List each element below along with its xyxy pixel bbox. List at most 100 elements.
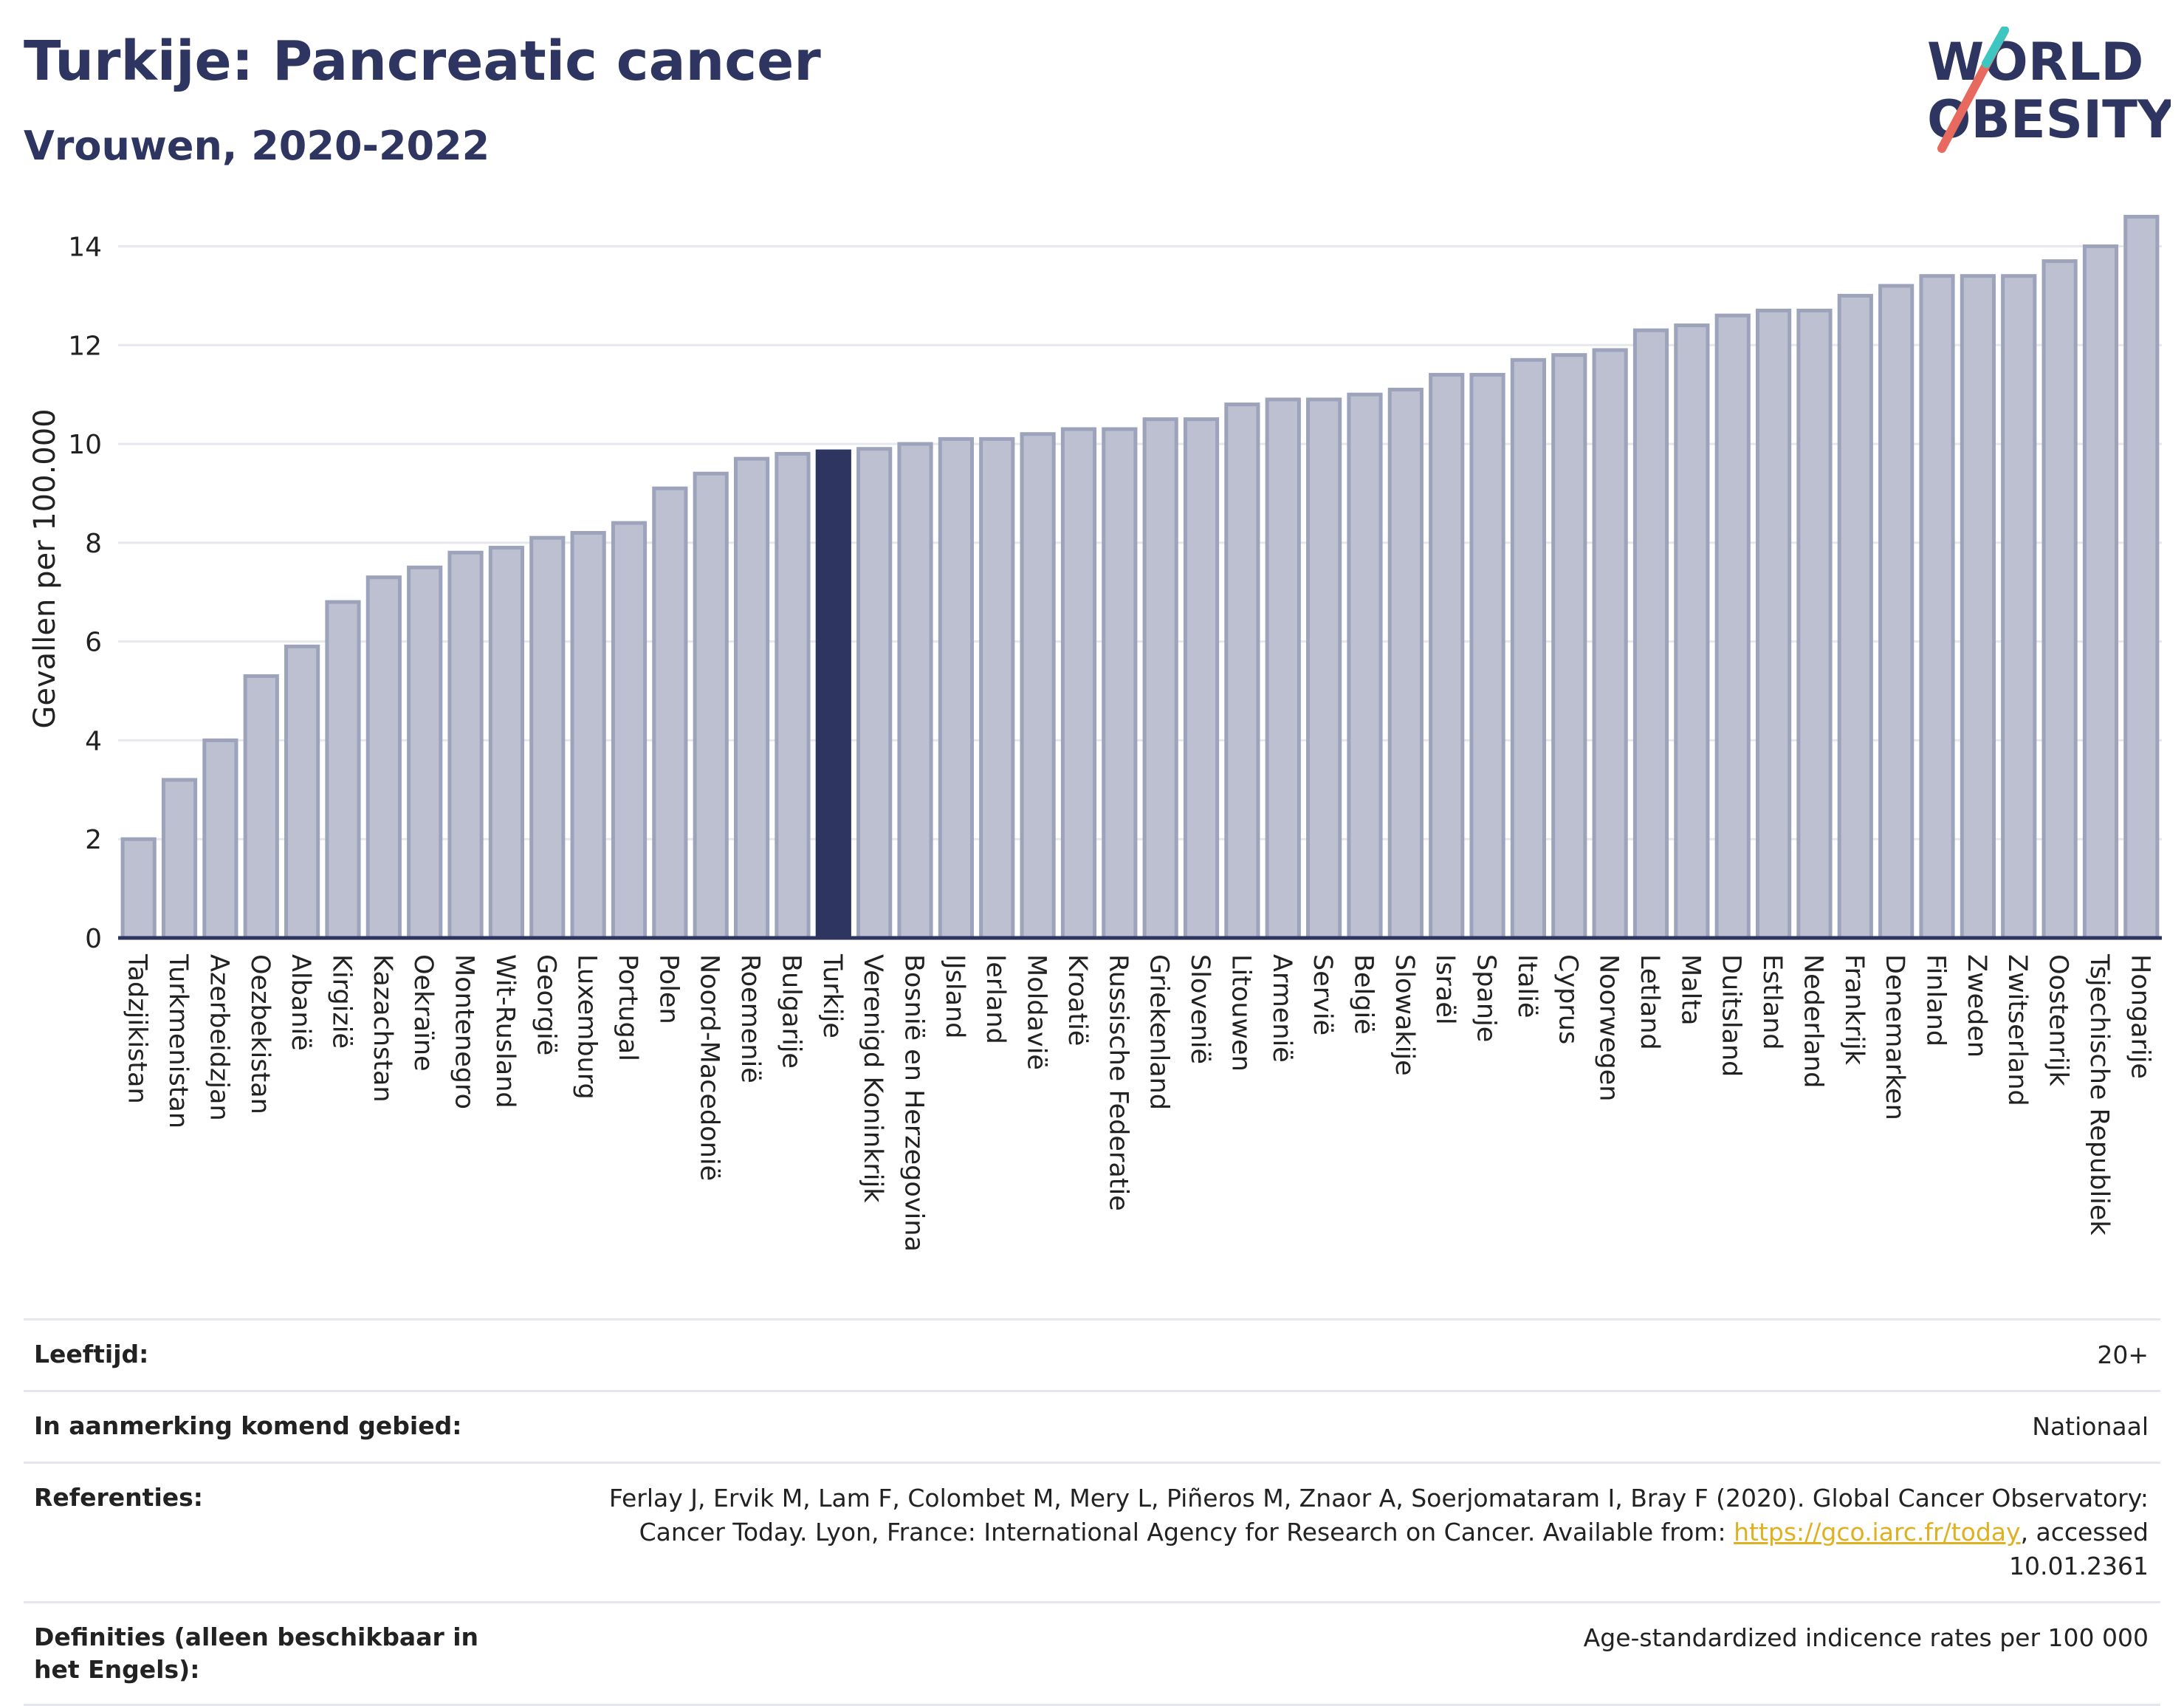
info-label: Definities (alleen beschikbaar in het En… [34,1623,479,1684]
info-row-area: In aanmerking komend gebied: Nationaal [24,1390,2160,1462]
x-tick-label: Spanje [1472,954,1501,1042]
info-value: 20+ [2097,1340,2149,1369]
bar [979,436,1015,940]
bar [693,471,729,940]
info-row-references: Referenties: Ferlay J, Ervik M, Lam F, C… [24,1462,2160,1601]
bar [1510,357,1547,940]
x-tick-label: Noorwegen [1594,954,1624,1102]
x-tick-label: Finland [1921,954,1951,1046]
bar [447,550,484,940]
bar [2123,214,2160,940]
bar [1796,308,1833,940]
x-tick-label: Bosnië en Herzegovina [899,954,929,1252]
x-tick-label: Cyprus [1553,954,1582,1044]
bar [1469,372,1505,940]
x-tick-label: Slowakije [1390,954,1419,1076]
x-tick-label: Kroatië [1062,954,1092,1046]
y-axis-ticks: 0 2 4 6 8 10 12 14 [68,233,102,954]
x-tick-label: Turkije [817,953,847,1038]
y-tick-label: 14 [68,233,102,263]
world-obesity-logo: WORLD OBESITY [1927,27,2171,153]
bar [1306,397,1342,940]
bar [488,546,525,940]
x-tick-label: Hongarije [2125,954,2154,1079]
info-row-age: Leeftijd: 20+ [24,1318,2160,1390]
bars [120,214,2160,940]
bar [202,738,238,940]
x-tick-label: Noord-Macedonië [695,954,724,1181]
bar [1060,427,1097,940]
x-tick-label: Luxemburg [572,954,602,1100]
bar [120,837,157,940]
x-tick-label: Estland [1757,954,1787,1050]
x-tick-label: Italië [1512,954,1542,1018]
bar [1919,274,1955,940]
bar [1960,274,1996,940]
bar [652,486,688,940]
x-tick-label: Portugal [613,954,642,1061]
bar [775,451,811,940]
x-tick-label: Israël [1430,954,1460,1025]
x-tick-label: België [1348,954,1378,1035]
y-tick-label: 8 [85,529,102,559]
x-tick-label: Tsjechische Republiek [2084,953,2114,1236]
x-tick-label: Kirgizië [326,954,356,1049]
x-tick-label: Russische Federatie [1103,954,1133,1211]
bar [243,674,279,940]
bar [2042,259,2078,940]
reference-accessed: , accessed 10.01.2361 [2009,1518,2149,1580]
info-label: In aanmerking komend gebied: [34,1411,462,1440]
bar-highlight [815,449,851,940]
x-tick-label: Kazachstan [368,954,397,1103]
x-tick-label: Moldavië [1022,954,1051,1070]
y-tick-label: 0 [85,924,102,954]
bar [611,521,648,940]
y-tick-label: 12 [68,331,102,361]
bar [570,530,606,940]
y-tick-label: 2 [85,825,102,855]
bar [1878,284,1915,940]
x-tick-label: Malta [1675,954,1705,1026]
x-tick-label: Oekraïne [408,954,438,1072]
bar [938,436,974,940]
y-axis-label: Gevallen per 100.000 [28,408,62,728]
x-tick-label: Armenië [1267,954,1297,1063]
bar [1265,397,1301,940]
info-label: Leeftijd: [34,1340,149,1368]
info-value: Nationaal [2032,1412,2149,1441]
bar-chart: 0 2 4 6 8 10 12 14 Gevallen per 100.000 Tadzjik… [28,214,2162,1252]
x-tick-label: Roemenië [735,954,765,1083]
x-tick-label: Polen [653,954,683,1024]
bar [529,535,566,940]
x-tick-label: Verenigd Koninkrijk [858,954,887,1203]
page-title: Turkije: Pancreatic cancer [24,30,821,93]
x-tick-label: Duitsland [1717,954,1746,1077]
reference-link[interactable]: https://gco.iarc.fr/today [1734,1518,2021,1546]
bar [1142,417,1178,940]
info-label: Referenties: [34,1483,203,1512]
x-tick-label: Turkmenistan [163,953,193,1128]
bar [1387,388,1424,940]
bar [2082,244,2119,940]
bar [1632,328,1669,940]
bar [1224,402,1260,940]
bar [161,778,198,940]
bar [897,442,933,940]
info-row-definitions: Definities (alleen beschikbaar in het En… [24,1601,2160,1706]
y-tick-label: 4 [85,726,102,756]
bar [1429,372,1465,940]
reference-text: Ferlay J, Ervik M, Lam F, Colombet M, Me… [608,1484,2149,1546]
svg-text:WORLD: WORLD [1927,32,2143,92]
bar [733,456,770,940]
x-tick-label: IJsland [940,954,969,1038]
x-tick-label: Tadzjikistan [123,953,152,1104]
bar [2001,274,2037,940]
x-tick-label: Zweden [1962,954,1991,1058]
y-tick-label: 10 [68,430,102,460]
x-tick-label: Servië [1308,954,1337,1035]
x-tick-label: Litouwen [1226,954,1255,1072]
x-tick-label: Wit-Rusland [490,954,520,1109]
bar [407,565,443,940]
x-tick-label: Letland [1635,954,1664,1050]
x-tick-label: Montenegro [450,954,479,1109]
